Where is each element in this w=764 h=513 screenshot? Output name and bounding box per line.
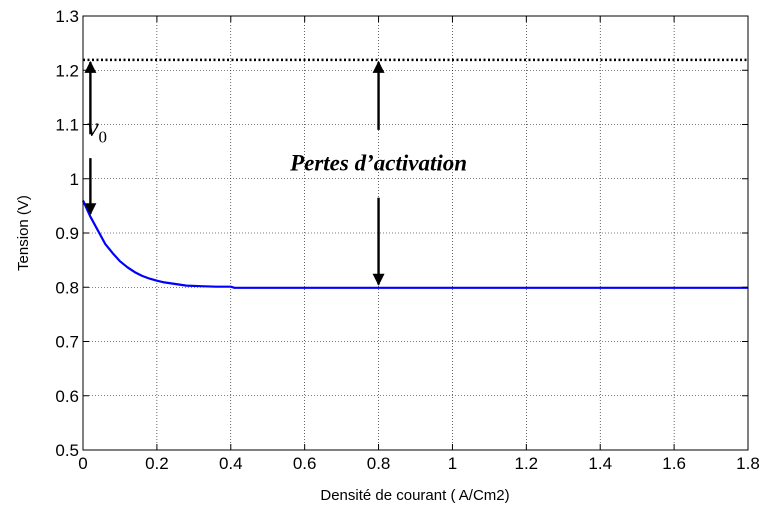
x-axis-title: Densité de courant ( A/Cm2) [320, 487, 509, 504]
x-tick-label: 1.4 [588, 454, 612, 473]
plot-background [83, 16, 748, 450]
annotation-pertes-activation: Pertes d’activation [289, 151, 467, 176]
x-tick-label: 0.4 [219, 454, 243, 473]
y-tick-label: 0.5 [55, 441, 79, 460]
y-axis-title: Tension (V) [15, 195, 32, 271]
tick-labels: 0 0.2 0.4 0.6 0.8 1 1.2 1.4 1.6 1.8 0.5 0.6 0.7 0.8 0.… [55, 7, 759, 473]
x-tick-label: 0.6 [293, 454, 317, 473]
x-tick-label: 1.8 [736, 454, 760, 473]
y-tick-label: 1.3 [55, 7, 79, 26]
y-tick-label: 1.2 [55, 61, 79, 80]
x-tick-label: 0.8 [367, 454, 391, 473]
y-tick-label: 0.9 [55, 224, 79, 243]
y-tick-label: 0.8 [55, 278, 79, 297]
x-tick-label: 1.2 [515, 454, 539, 473]
y-tick-label: 0.7 [55, 333, 79, 352]
ticks [82, 15, 749, 451]
annotation-v0-subscript: 0 [99, 127, 108, 146]
y-tick-label: 1.1 [55, 116, 79, 135]
x-tick-label: 0.2 [145, 454, 169, 473]
x-tick-label: 1 [448, 454, 457, 473]
y-tick-label: 0.6 [55, 387, 79, 406]
series-line-0 [81, 200, 748, 289]
series-group [81, 58, 748, 289]
x-tick-label: 0 [78, 454, 87, 473]
x-tick-label: 1.6 [662, 454, 686, 473]
y-tick-label: 1 [70, 170, 79, 189]
